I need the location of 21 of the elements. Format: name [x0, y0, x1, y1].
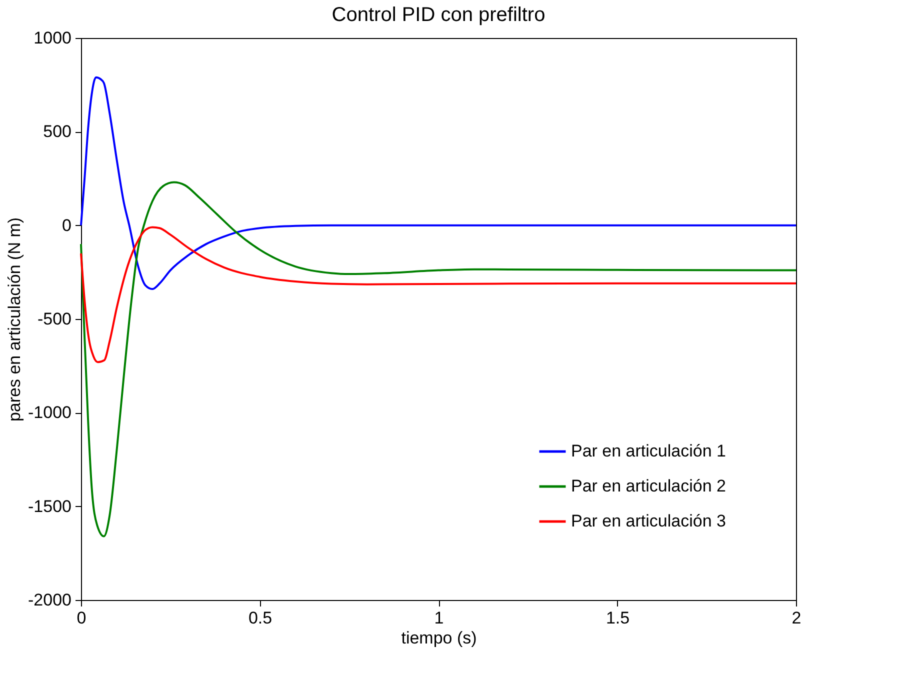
line-series	[80, 76, 797, 290]
chart-title: Control PID con prefiltro	[332, 4, 546, 26]
x-tick-label: 1.5	[606, 608, 630, 628]
x-tick-label: 2	[792, 608, 802, 628]
x-tick-label: 0	[76, 608, 86, 628]
line-series	[80, 181, 797, 538]
x-axis-title: tiempo (s)	[401, 628, 477, 648]
x-tick-label: 1	[434, 608, 444, 628]
y-axis-title: pares en articulación (N m)	[5, 217, 24, 422]
y-tick-label: -500	[37, 310, 72, 328]
x-tick-label: 0.5	[248, 608, 272, 628]
y-tick-label: -1500	[28, 496, 72, 516]
y-tick-label: 0	[62, 216, 72, 235]
y-tick-label: -2000	[28, 590, 72, 610]
y-tick-label: -1000	[28, 403, 72, 422]
legend-label: Par en articulación 2	[571, 476, 726, 496]
legend-label: Par en articulación 1	[571, 442, 726, 460]
y-tick-label: 1000	[34, 28, 72, 48]
legend-label: Par en articulación 3	[571, 512, 726, 530]
y-tick-label: 500	[43, 122, 72, 142]
line-series	[80, 226, 797, 364]
